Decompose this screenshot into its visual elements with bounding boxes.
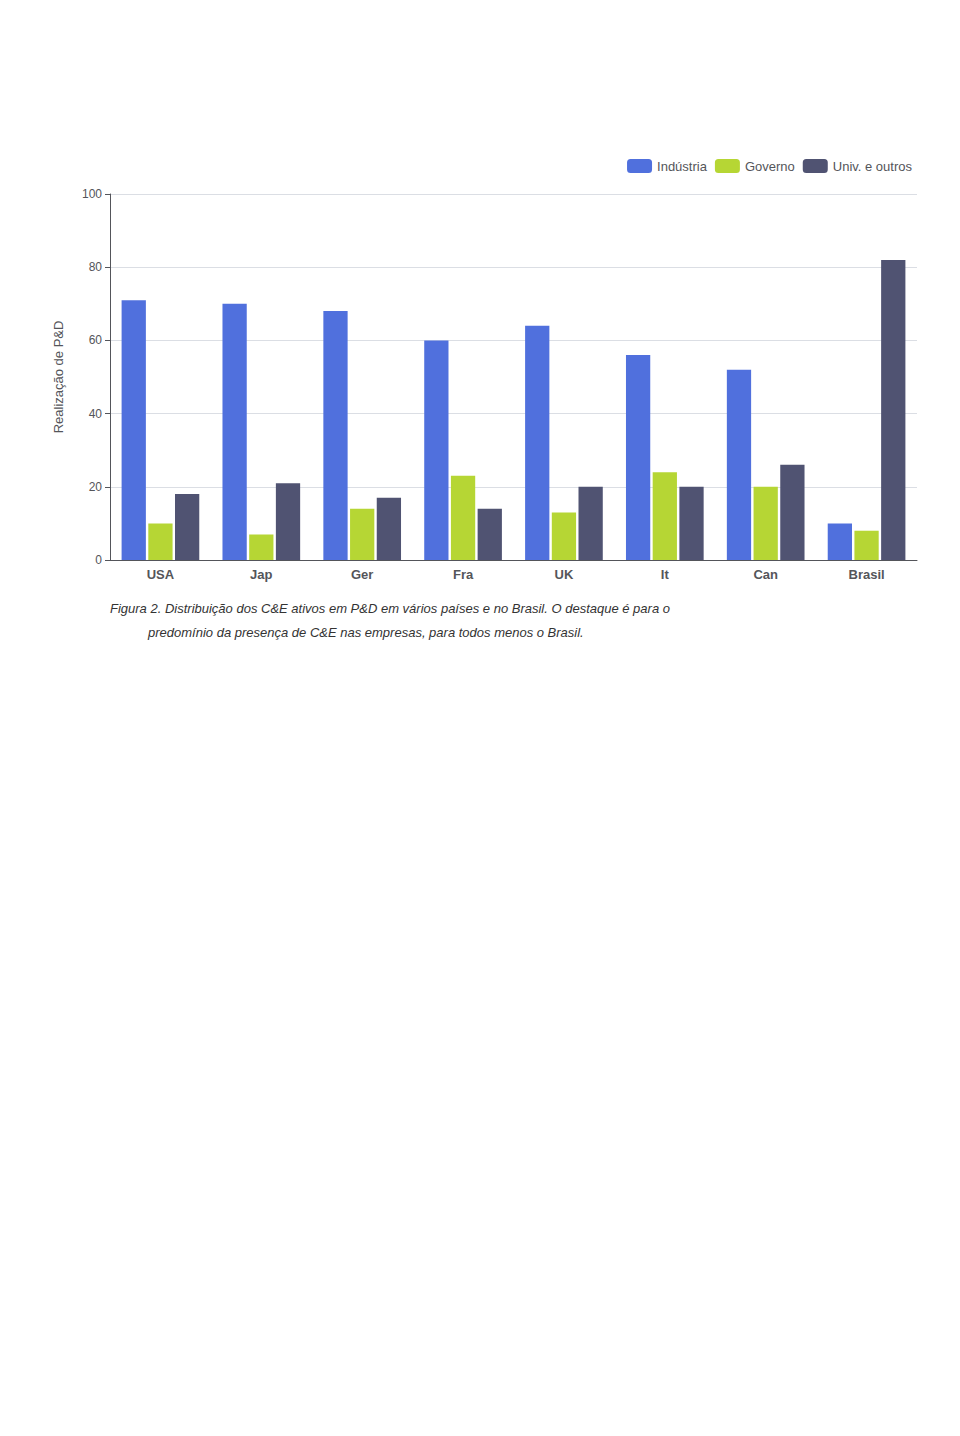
svg-text:60: 60 [89,333,103,347]
svg-text:20: 20 [89,480,103,494]
svg-text:Governo: Governo [745,159,795,174]
svg-text:Indústria: Indústria [657,159,708,174]
svg-text:USA: USA [147,567,175,582]
svg-text:100: 100 [82,187,102,201]
svg-text:Brasil: Brasil [848,567,884,582]
svg-text:80: 80 [89,260,103,274]
svg-text:Ger: Ger [351,567,373,582]
svg-text:Can: Can [753,567,778,582]
svg-text:Fra: Fra [453,567,474,582]
svg-text:UK: UK [555,567,574,582]
svg-text:Jap: Jap [250,567,272,582]
svg-text:Univ. e outros: Univ. e outros [833,159,913,174]
svg-text:It: It [661,567,670,582]
svg-text:40: 40 [89,407,103,421]
svg-text:Realização de P&D: Realização de P&D [51,321,66,434]
svg-text:Figura 2. Distribuição dos C&E: Figura 2. Distribuição dos C&E ativos em… [110,601,670,616]
svg-text:0: 0 [95,553,102,567]
svg-text:predomínio da presença de C&E: predomínio da presença de C&E nas empres… [147,625,584,640]
